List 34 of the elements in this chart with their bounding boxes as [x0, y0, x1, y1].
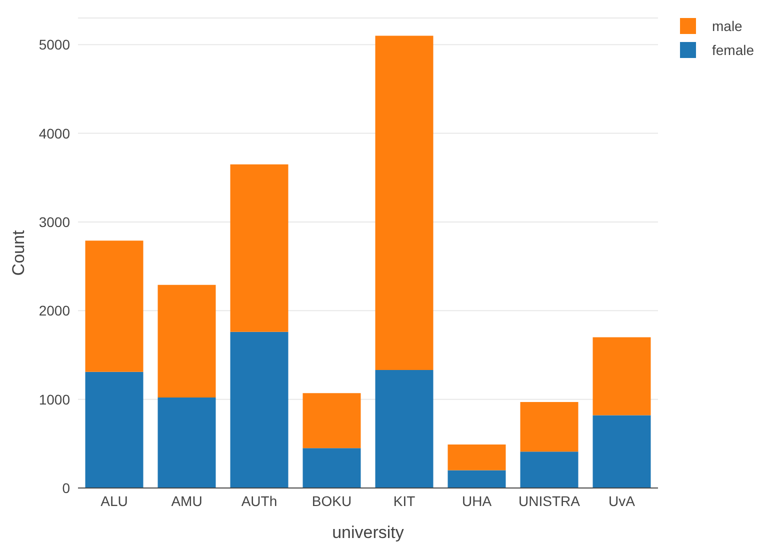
bar: [448, 444, 506, 470]
x-tick-label: KIT: [393, 492, 416, 509]
y-tick-label: 2000: [38, 302, 70, 319]
bar: [230, 164, 288, 332]
bar: [85, 372, 144, 488]
y-axis-title: Count: [9, 230, 28, 276]
bar: [592, 337, 651, 416]
bar: [158, 398, 216, 488]
x-tick-label: UvA: [608, 492, 636, 509]
bar: [230, 332, 288, 488]
x-tick-label: BOKU: [312, 492, 352, 509]
y-tick-label: 5000: [38, 36, 70, 53]
bar: [375, 36, 434, 370]
legend-label: male: [712, 18, 742, 34]
legend-label: female: [712, 42, 754, 58]
bar: [448, 470, 506, 488]
bar: [520, 452, 578, 488]
x-tick-label: AUTh: [241, 492, 278, 509]
bar: [85, 240, 144, 372]
y-tick-label: 1000: [38, 391, 70, 408]
y-tick-label: 4000: [38, 125, 70, 142]
x-axis-title: university: [332, 523, 404, 542]
bar: [375, 370, 434, 488]
x-tick-label: UHA: [462, 492, 492, 509]
x-tick-label: UNISTRA: [518, 492, 581, 509]
bar: [520, 402, 578, 452]
bar: [592, 415, 651, 488]
x-tick-label: ALU: [100, 492, 128, 509]
x-tick-label: AMU: [171, 492, 202, 509]
y-tick-label: 3000: [38, 214, 70, 230]
y-tick-label: 0: [62, 480, 70, 496]
bar: [302, 448, 361, 488]
bar: [302, 393, 361, 448]
bar: [158, 284, 216, 398]
